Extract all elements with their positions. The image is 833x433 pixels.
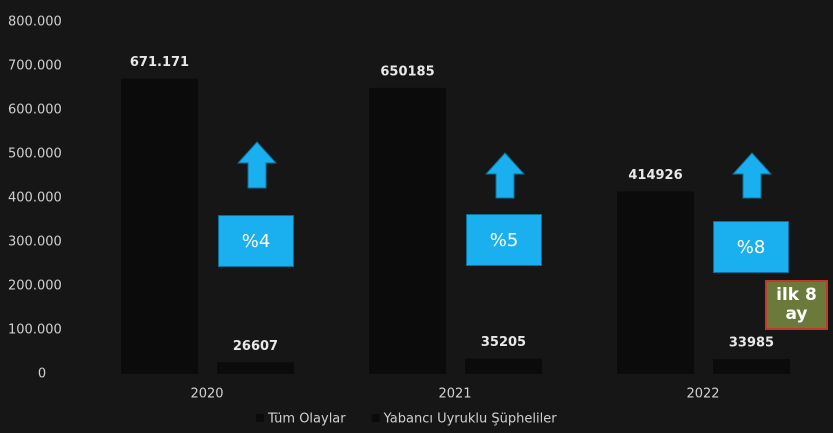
bar: [217, 362, 294, 374]
y-tick-label: 800.000: [8, 15, 62, 30]
value-label: 33985: [729, 336, 774, 351]
value-label: 671.171: [130, 55, 189, 70]
percent-box: %8: [713, 221, 789, 273]
y-tick-label: 300.000: [8, 235, 62, 250]
x-tick-label: 2022: [686, 387, 719, 402]
note-box: ilk 8 ay: [765, 280, 828, 330]
value-label: 650185: [380, 64, 434, 79]
arrows: [236, 141, 773, 199]
y-tick-label: 600.000: [8, 103, 62, 118]
bar: [465, 358, 542, 374]
bar: [713, 359, 790, 374]
y-tick-label: 500.000: [8, 147, 62, 162]
legend-label: Tüm Olaylar: [267, 412, 346, 427]
value-label: 414926: [628, 168, 682, 183]
legend-swatch: [256, 414, 264, 422]
bar: [121, 78, 198, 375]
y-tick-label: 700.000: [8, 59, 62, 74]
bar: [617, 191, 694, 374]
y-tick-label: 200.000: [8, 279, 62, 294]
value-label: 35205: [481, 335, 526, 350]
percent-box: %5: [466, 214, 542, 266]
bar: [369, 87, 446, 374]
legend-swatch: [371, 414, 380, 422]
x-tick-label: 2020: [190, 387, 223, 402]
y-tick-label: 0: [38, 367, 46, 382]
legend-label: Yabancı Uyruklu Şüpheliler: [383, 412, 558, 427]
y-tick-label: 100.000: [8, 323, 62, 338]
y-tick-label: 400.000: [8, 191, 62, 206]
percent-box: %4: [218, 215, 294, 267]
x-tick-label: 2021: [438, 387, 471, 402]
value-label: 26607: [233, 339, 278, 354]
